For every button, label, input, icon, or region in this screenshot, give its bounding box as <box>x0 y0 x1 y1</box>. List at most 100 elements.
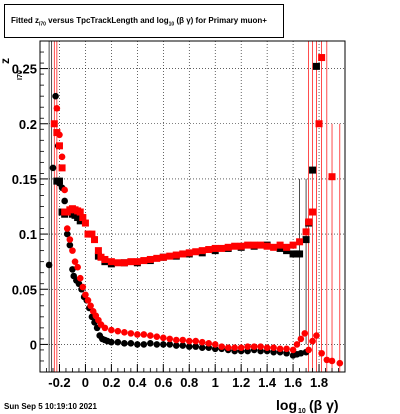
red-circle-point <box>63 225 71 232</box>
red-circle-point <box>297 335 305 343</box>
red-square-point <box>205 246 213 254</box>
black-circle-point <box>108 338 115 346</box>
black-circle-point <box>114 338 122 346</box>
red-circle-point <box>79 283 87 291</box>
x-axis-label-subscript: 10 <box>298 408 306 414</box>
x-tick-label: 1.2 <box>232 375 250 390</box>
red-circle-point <box>159 334 167 342</box>
red-circle-point <box>218 343 226 350</box>
red-circle-point <box>289 346 297 354</box>
red-square-point <box>133 258 141 266</box>
red-square-point <box>257 241 265 249</box>
x-tick-label: 0.6 <box>154 375 172 390</box>
black-circle-point <box>127 340 135 347</box>
red-circle-point <box>101 324 109 332</box>
black-square-point <box>312 62 320 70</box>
x-tick-label: -0.2 <box>48 375 70 390</box>
red-circle-point <box>263 344 271 352</box>
black-circle-point <box>166 341 174 348</box>
red-circle-point <box>313 332 320 339</box>
red-circle-point <box>147 332 154 339</box>
black-circle-point <box>297 349 305 357</box>
red-square-point <box>101 255 109 263</box>
red-square-point <box>120 259 128 267</box>
black-circle-point <box>198 344 206 352</box>
black-square-point <box>289 250 297 258</box>
red-square-point <box>198 247 206 255</box>
red-square-point <box>179 250 187 258</box>
black-circle-point <box>172 342 180 349</box>
black-circle-point <box>63 230 71 238</box>
red-circle-point <box>336 359 344 367</box>
red-square-point <box>53 129 61 137</box>
x-tick-label: 0.2 <box>102 375 120 390</box>
black-circle-point <box>159 341 167 348</box>
red-square-point <box>55 142 63 150</box>
red-square-point <box>166 252 174 260</box>
x-tick-label: 1.4 <box>258 375 277 390</box>
red-square-point <box>231 242 239 250</box>
red-square-point <box>237 242 245 250</box>
red-circle-point <box>84 296 92 304</box>
axis-tick-labels: -0.2 0 0.2 0.4 0.6 0.8 1 1.2 1.4 1.6 1.8 0 0.05 0.1 0.… <box>12 62 328 390</box>
red-square-point <box>114 259 122 267</box>
red-square-point <box>211 244 219 252</box>
y-tick-label: 0.1 <box>19 227 37 242</box>
red-square-point <box>276 241 284 249</box>
red-square-point <box>84 230 92 238</box>
axis-ticks <box>39 40 346 373</box>
x-axis-label-beta-gamma: (β γ) <box>309 397 339 413</box>
black-square-point <box>302 236 310 244</box>
title-suffix: (β γ) for Primary muon+ <box>174 16 267 25</box>
y-axis-label-subscript: I70 <box>17 70 24 80</box>
red-circle-point <box>250 343 258 350</box>
x-tick-label: 1.6 <box>284 375 302 390</box>
black-circle-point <box>192 343 200 350</box>
red-circle-point <box>318 349 325 357</box>
red-square-point <box>159 253 167 261</box>
black-circle-point <box>179 342 187 349</box>
red-circle-point <box>301 330 309 337</box>
red-square-point <box>224 243 232 251</box>
x-tick-label: 1.8 <box>310 375 328 390</box>
red-square-point <box>153 254 161 262</box>
title-subscript-2: 10 <box>168 21 175 28</box>
datestamp: Sun Sep 5 10:19:10 2021 <box>4 402 97 411</box>
red-square-point <box>270 243 278 251</box>
red-square-point <box>76 208 84 216</box>
red-circle-point <box>58 153 66 161</box>
red-square-point <box>172 251 180 259</box>
x-tick-label: 0 <box>82 375 89 390</box>
red-square-point <box>218 244 226 252</box>
red-square-point <box>244 241 252 249</box>
y-tick-label: 0.15 <box>12 172 37 187</box>
black-circle-point <box>153 341 161 348</box>
red-square-point <box>289 241 297 249</box>
red-circle-point <box>244 343 251 350</box>
black-square-point <box>309 166 317 174</box>
grid-lines <box>40 41 345 372</box>
x-tick-label: 0.8 <box>180 375 198 390</box>
red-circle-point <box>121 328 128 336</box>
red-circle-point <box>211 341 219 348</box>
red-circle-point <box>231 344 238 352</box>
title-middle: versus TpcTrackLength and log <box>45 16 169 25</box>
red-square-point <box>81 219 89 227</box>
y-tick-label: 0.05 <box>12 282 37 297</box>
data-points <box>45 54 344 367</box>
red-circle-point <box>74 263 81 271</box>
red-circle-point <box>61 186 68 194</box>
red-circle-point <box>71 258 79 265</box>
red-square-point <box>97 253 105 261</box>
x-axis-label-log: log <box>276 397 297 413</box>
red-square-point <box>79 214 87 222</box>
red-circle-point <box>134 331 141 338</box>
red-square-point <box>263 242 271 250</box>
red-circle-point <box>153 333 161 340</box>
red-square-point <box>140 257 148 265</box>
chart-title: Fitted zI70 versus TpcTrackLength and lo… <box>11 16 267 28</box>
black-circle-point <box>69 266 76 273</box>
red-square-point <box>94 247 102 255</box>
red-square-point <box>91 236 99 244</box>
red-circle-point <box>69 247 76 254</box>
